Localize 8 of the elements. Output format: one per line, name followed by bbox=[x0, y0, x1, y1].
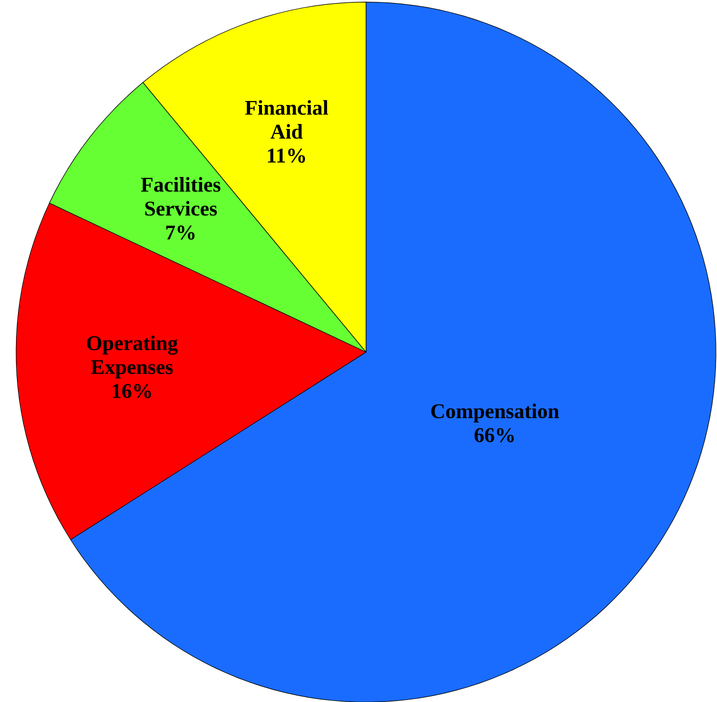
data-label: 16% bbox=[112, 384, 151, 398]
data-label: 7% bbox=[166, 225, 194, 240]
slice-label: Financial Aid bbox=[245, 100, 328, 139]
slice-label: Operating Expenses bbox=[87, 335, 178, 378]
data-label: 66% bbox=[474, 428, 514, 442]
slice-label: Facilities Services bbox=[141, 176, 220, 216]
data-label: 11% bbox=[268, 148, 305, 163]
slice-label: Compensation bbox=[431, 403, 560, 422]
